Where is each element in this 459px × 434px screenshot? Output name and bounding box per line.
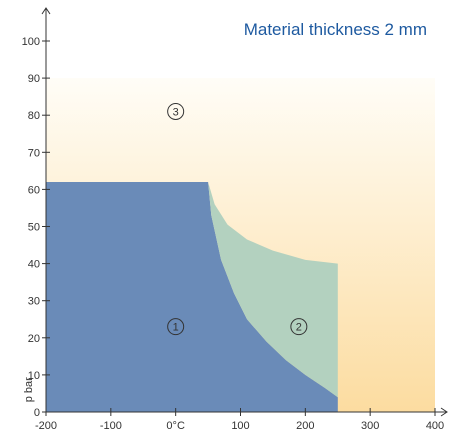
y-tick-label: 90 — [28, 73, 40, 85]
zone-2-label-circle — [290, 318, 308, 336]
x-tick-label: 0°C — [166, 420, 185, 432]
zone-1-area — [46, 182, 338, 412]
y-tick-label: 100 — [22, 36, 40, 48]
y-tick-label: 80 — [28, 110, 40, 122]
y-tick-label: 10 — [28, 370, 40, 382]
y-axis-label: p bar — [23, 377, 35, 402]
zone-3-label-circle — [167, 102, 185, 120]
zone-3-label: 3 — [173, 106, 179, 118]
zone-2-label: 2 — [296, 322, 302, 334]
x-axis-arrow — [440, 407, 448, 417]
y-tick-label: 30 — [28, 296, 40, 308]
zone-1-label-circle — [167, 318, 185, 336]
x-tick-label: 100 — [231, 420, 249, 432]
x-tick-label: 200 — [296, 420, 314, 432]
y-tick-label: 0 — [34, 407, 40, 419]
y-axis-arrow — [41, 7, 51, 15]
zone-1-label: 1 — [173, 322, 179, 334]
y-tick-label: 50 — [28, 222, 40, 234]
y-tick-label: 60 — [28, 184, 40, 196]
y-tick-label: 70 — [28, 147, 40, 159]
y-tick-label: 20 — [28, 333, 40, 345]
chart-title: Material thickness 2 mm — [244, 20, 427, 39]
x-tick-label: 400 — [426, 420, 444, 432]
x-tick-label: -200 — [35, 420, 57, 432]
x-tick-label: 300 — [361, 420, 379, 432]
x-tick-label: -100 — [100, 420, 122, 432]
y-tick-label: 40 — [28, 259, 40, 271]
zone-2-area — [208, 182, 338, 398]
